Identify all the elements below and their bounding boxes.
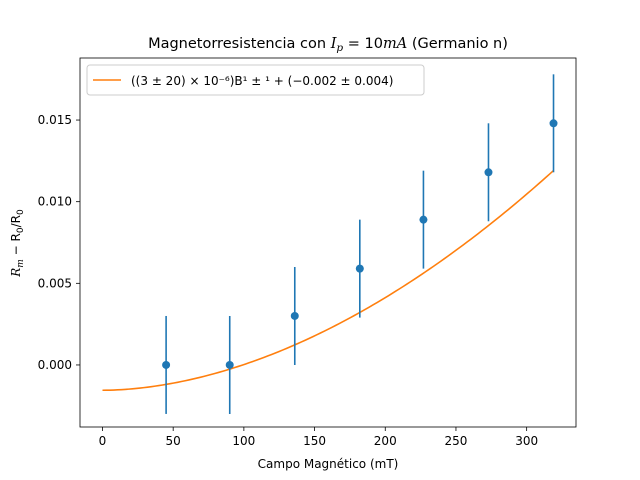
y-axis-label: Rm − R0/R0 [9, 209, 26, 278]
data-point [484, 168, 493, 177]
legend: ((3 ± 20) × 10⁻⁶)B¹ ± ¹ + (−0.002 ± 0.00… [86, 64, 425, 96]
legend-fit-label: ((3 ± 20) × 10⁻⁶)B¹ ± ¹ + (−0.002 ± 0.00… [131, 74, 393, 88]
data-point [225, 360, 234, 369]
data-point [162, 360, 171, 369]
x-axis-label: Campo Magnético (mT) [258, 457, 399, 471]
y-tick-label: 0.000 [38, 358, 72, 372]
legend-box [86, 64, 425, 96]
data-point [290, 311, 299, 320]
x-tick-label: 50 [166, 434, 181, 448]
x-tick-label: 100 [232, 434, 255, 448]
plot-frame [79, 57, 577, 428]
chart-title: Magnetorresistencia con Ip = 10mA (Germa… [148, 36, 508, 54]
x-tick-label: 150 [303, 434, 326, 448]
fit-curve [102, 169, 555, 392]
x-tick-label: 200 [374, 434, 397, 448]
x-tick-label: 300 [515, 434, 538, 448]
data-point [355, 264, 364, 273]
x-tick-label: 250 [445, 434, 468, 448]
y-tick-label: 0.010 [38, 195, 72, 209]
x-tick-label: 0 [99, 434, 107, 448]
y-tick-label: 0.005 [38, 276, 72, 290]
y-tick-label: 0.015 [38, 113, 72, 127]
data-point [419, 215, 428, 224]
data-point [549, 119, 558, 128]
